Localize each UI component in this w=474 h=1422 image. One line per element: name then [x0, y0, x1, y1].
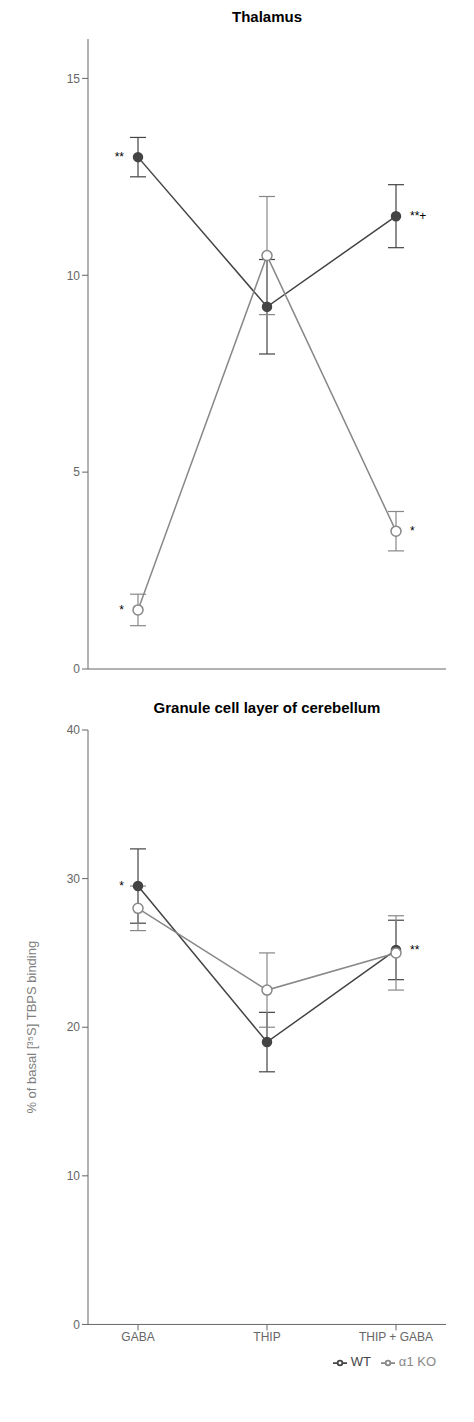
svg-text:0: 0: [73, 662, 80, 676]
svg-text:*: *: [119, 603, 124, 617]
html-text:Thalamus: Thalamus: [232, 8, 302, 25]
svg-text:30: 30: [67, 872, 81, 886]
svg-text:10: 10: [67, 269, 81, 283]
svg-text:0: 0: [73, 1318, 80, 1332]
svg-text:*: *: [119, 879, 124, 893]
html-text:Granule cell layer of cerebell: Granule cell layer of cerebellum: [153, 699, 381, 716]
svg-text:**: **: [410, 943, 420, 957]
svg-text:THIP + GABA: THIP + GABA: [359, 1330, 433, 1344]
svg-text:**+: **+: [410, 209, 426, 223]
svg-text:5: 5: [73, 465, 80, 479]
svg-text:20: 20: [67, 1020, 81, 1034]
svg-text:40: 40: [67, 723, 81, 737]
svg-text:% of basal [³⁵S] TBPS binding: % of basal [³⁵S] TBPS binding: [24, 941, 39, 1114]
html-text:WT: WT: [350, 1354, 371, 1370]
html-text:α1 KO: α1 KO: [398, 1354, 436, 1370]
svg-text:*: *: [410, 524, 415, 538]
svg-text:10: 10: [67, 1169, 81, 1183]
svg-text:GABA: GABA: [121, 1330, 154, 1344]
svg-text:15: 15: [67, 72, 81, 86]
svg-text:THIP: THIP: [253, 1330, 280, 1344]
svg-text:**: **: [115, 150, 125, 164]
